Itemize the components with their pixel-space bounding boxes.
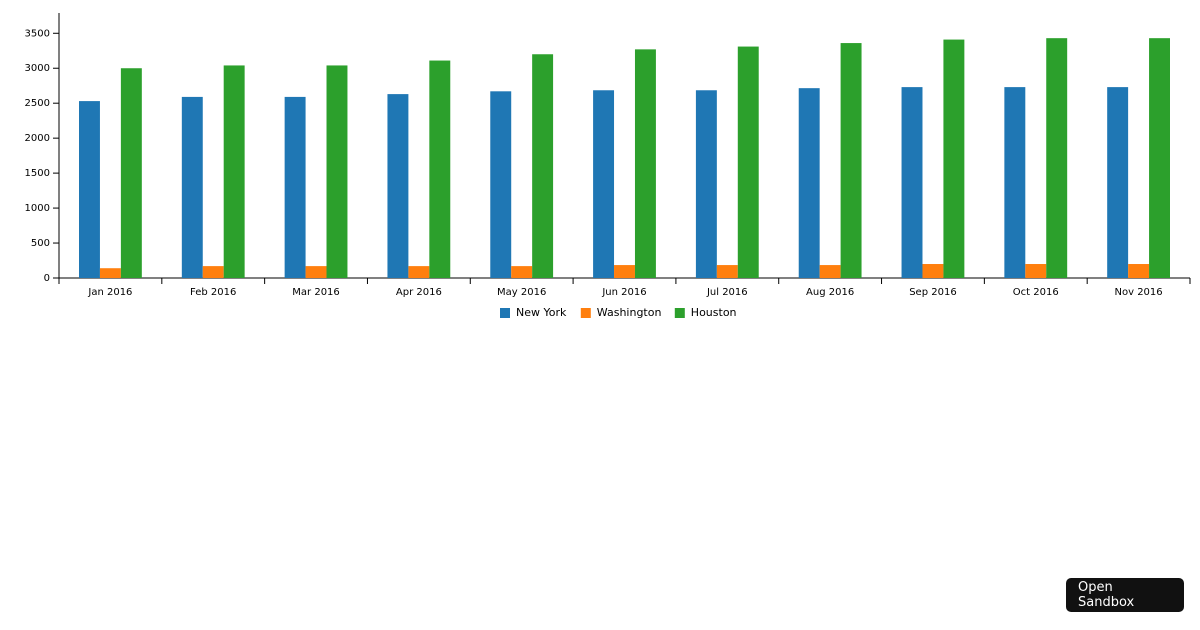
x-tick-label: Apr 2016 xyxy=(396,287,442,298)
bar xyxy=(490,91,512,279)
y-tick-label: 2000 xyxy=(25,133,50,144)
bar xyxy=(922,264,944,278)
bar xyxy=(1025,264,1047,278)
bar xyxy=(614,265,635,278)
bar xyxy=(716,265,738,278)
x-tick-label: Jan 2016 xyxy=(87,287,132,298)
legend-label: New York xyxy=(516,306,567,319)
bar xyxy=(943,39,965,279)
y-tick-label: 1500 xyxy=(25,168,50,179)
legend-label: Washington xyxy=(597,306,662,319)
bar xyxy=(387,94,409,278)
bar xyxy=(798,88,820,278)
y-tick-label: 2500 xyxy=(25,98,50,109)
bar xyxy=(695,90,717,278)
bar xyxy=(901,87,923,279)
bar xyxy=(593,90,615,278)
y-tick-label: 1000 xyxy=(25,203,50,214)
bar xyxy=(408,266,430,278)
x-tick-label: Nov 2016 xyxy=(1115,287,1163,298)
bar xyxy=(1128,264,1150,278)
bar xyxy=(1107,87,1129,279)
bar xyxy=(305,266,327,278)
x-tick-label: Mar 2016 xyxy=(292,287,340,298)
legend-swatch xyxy=(500,308,510,318)
x-tick-label: Jul 2016 xyxy=(706,287,748,298)
bar xyxy=(326,65,348,278)
x-tick-label: Jun 2016 xyxy=(601,287,646,298)
chart: 0 500 1000 1500 2000 2500 3000 3500 Jan 2016 Feb … xyxy=(25,13,1191,319)
bar xyxy=(99,268,121,278)
legend-swatch xyxy=(674,308,685,318)
bar xyxy=(181,96,203,278)
y-tick-label: 500 xyxy=(31,238,50,249)
open-sandbox-button[interactable]: Open Sandbox xyxy=(1066,578,1184,612)
bar xyxy=(79,101,100,278)
bar xyxy=(429,60,451,278)
y-tick-label: 3500 xyxy=(25,28,50,39)
bar xyxy=(511,266,533,278)
bar xyxy=(223,65,245,278)
bar xyxy=(737,46,759,278)
bar xyxy=(120,68,142,279)
y-tick-label: 3000 xyxy=(25,63,50,74)
bar xyxy=(1004,87,1026,279)
bar xyxy=(532,54,554,279)
bar xyxy=(819,265,841,278)
x-tick-label: Oct 2016 xyxy=(1013,287,1059,298)
legend-swatch xyxy=(580,308,591,318)
bar xyxy=(1149,38,1170,278)
bar xyxy=(284,96,306,278)
bar xyxy=(1046,38,1068,278)
x-tick-label: Aug 2016 xyxy=(806,287,854,298)
legend: New York Washington Houston xyxy=(500,306,737,319)
y-tick-label: 0 xyxy=(44,273,50,284)
bar xyxy=(840,43,862,278)
x-tick-label: Sep 2016 xyxy=(909,287,956,298)
bar xyxy=(634,49,656,278)
legend-label: Houston xyxy=(691,306,737,319)
bar xyxy=(202,266,224,278)
x-tick-label: Feb 2016 xyxy=(190,287,236,298)
x-tick-label: May 2016 xyxy=(497,287,546,298)
